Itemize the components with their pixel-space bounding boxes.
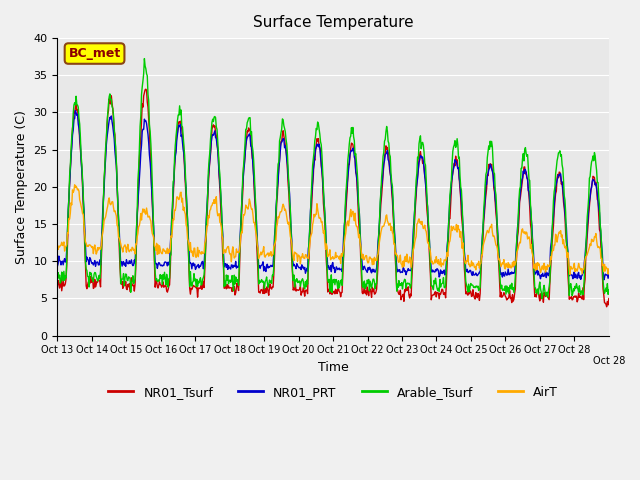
Y-axis label: Surface Temperature (C): Surface Temperature (C) <box>15 110 28 264</box>
Text: BC_met: BC_met <box>68 47 121 60</box>
Legend: NR01_Tsurf, NR01_PRT, Arable_Tsurf, AirT: NR01_Tsurf, NR01_PRT, Arable_Tsurf, AirT <box>103 381 563 404</box>
Text: Oct 28: Oct 28 <box>593 357 625 366</box>
X-axis label: Time: Time <box>317 361 349 374</box>
Title: Surface Temperature: Surface Temperature <box>253 15 413 30</box>
